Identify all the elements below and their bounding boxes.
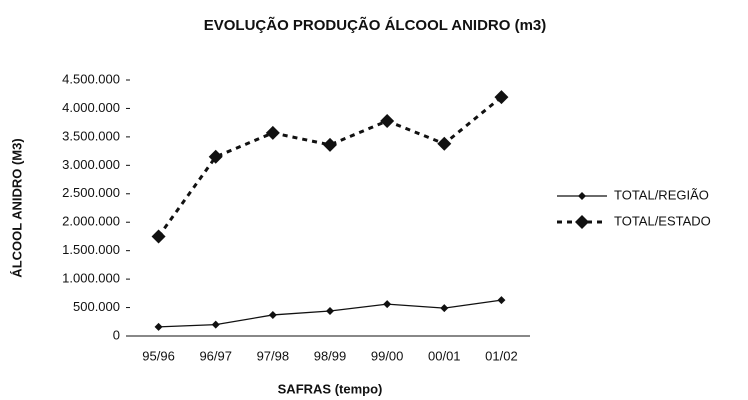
- x-tick-label: 01/02: [485, 348, 518, 363]
- y-tick-label: 3.500.000: [62, 128, 120, 143]
- legend-label: TOTAL/ESTADO: [614, 213, 711, 228]
- y-tick-label: 2.000.000: [62, 214, 120, 229]
- y-tick-label: 500.000: [73, 299, 120, 314]
- data-point: [494, 90, 509, 105]
- y-tick-label: 4.500.000: [62, 71, 120, 86]
- data-point: [380, 113, 395, 128]
- x-tick-label: 00/01: [428, 348, 461, 363]
- y-tick-label: 0: [113, 327, 120, 342]
- x-axis-label: SAFRAS (tempo): [278, 381, 383, 396]
- data-point: [440, 304, 449, 313]
- data-point: [211, 320, 220, 329]
- data-point: [208, 149, 223, 164]
- legend-marker: [575, 215, 589, 229]
- data-point: [497, 296, 506, 305]
- data-point: [437, 136, 452, 151]
- x-tick-label: 97/98: [257, 348, 290, 363]
- x-tick-label: 95/96: [142, 348, 175, 363]
- legend-label: TOTAL/REGIÃO: [614, 187, 709, 202]
- y-tick-label: 4.000.000: [62, 100, 120, 115]
- data-point: [154, 322, 163, 331]
- x-tick-label: 98/99: [314, 348, 347, 363]
- x-tick-label: 99/00: [371, 348, 404, 363]
- chart-title: EVOLUÇÃO PRODUÇÃO ÁLCOOL ANIDRO (m3): [204, 16, 547, 34]
- data-point: [323, 137, 337, 152]
- series-line: [157, 95, 503, 238]
- y-axis-label: ÁLCOOL ANIDRO (M3): [9, 138, 24, 277]
- data-point: [383, 300, 392, 309]
- legend-marker: [578, 192, 586, 200]
- data-point: [265, 125, 280, 140]
- data-point: [268, 310, 277, 319]
- x-tick-label: 96/97: [199, 348, 232, 363]
- y-tick-label: 3.000.000: [62, 157, 120, 172]
- y-tick-label: 2.500.000: [62, 185, 120, 200]
- y-tick-label: 1.500.000: [62, 242, 120, 257]
- y-tick-label: 1.000.000: [62, 271, 120, 286]
- data-point: [151, 229, 166, 244]
- data-point: [326, 306, 334, 315]
